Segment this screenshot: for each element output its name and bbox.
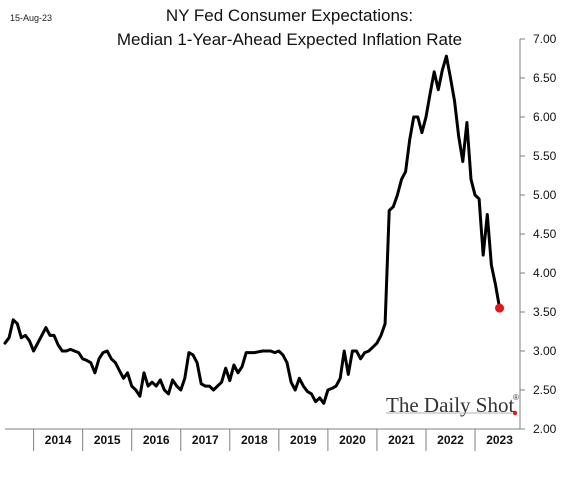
y-tick-label: 6.50: [533, 71, 557, 85]
x-tick-label: 2019: [290, 433, 317, 447]
y-tick-label: 7.00: [533, 32, 557, 46]
date-stamp: 15-Aug-23: [10, 13, 53, 23]
brand-text: The Daily Shot: [386, 393, 514, 417]
brand-dot: [512, 410, 518, 416]
y-tick-label: 5.50: [533, 149, 557, 163]
y-tick-label: 6.00: [533, 110, 557, 124]
x-tick-label: 2021: [388, 433, 415, 447]
y-tick-label: 4.50: [533, 227, 557, 241]
x-tick-label: 2014: [45, 433, 72, 447]
y-tick-label: 3.50: [533, 305, 557, 319]
y-tick-label: 5.00: [533, 188, 557, 202]
x-tick-label: 2017: [192, 433, 219, 447]
x-tick-label: 2015: [94, 433, 121, 447]
y-tick-label: 4.00: [533, 266, 557, 280]
brand-logo: The Daily Shot ®: [386, 393, 519, 417]
y-tick-label: 2.50: [533, 383, 557, 397]
y-axis: 2.00 2.50 3.00 3.50 4.00 4.50 5.00 5.50 6.00 6.50…: [519, 32, 557, 436]
brand-registered-mark: ®: [513, 393, 519, 402]
y-tick-label: 2.00: [533, 422, 557, 436]
x-tick-label: 2020: [339, 433, 366, 447]
x-tick-label: 2023: [486, 433, 513, 447]
y-tick-label: 3.00: [533, 344, 557, 358]
x-tick-label: 2016: [143, 433, 170, 447]
last-point-marker: [495, 303, 505, 313]
x-axis: 2014 2015 2016 2017 2018 2019 2020 2021 2022 2023: [5, 428, 520, 451]
x-tick-label: 2018: [241, 433, 268, 447]
series-line: [3, 54, 502, 405]
x-tick-label: 2022: [437, 433, 464, 447]
